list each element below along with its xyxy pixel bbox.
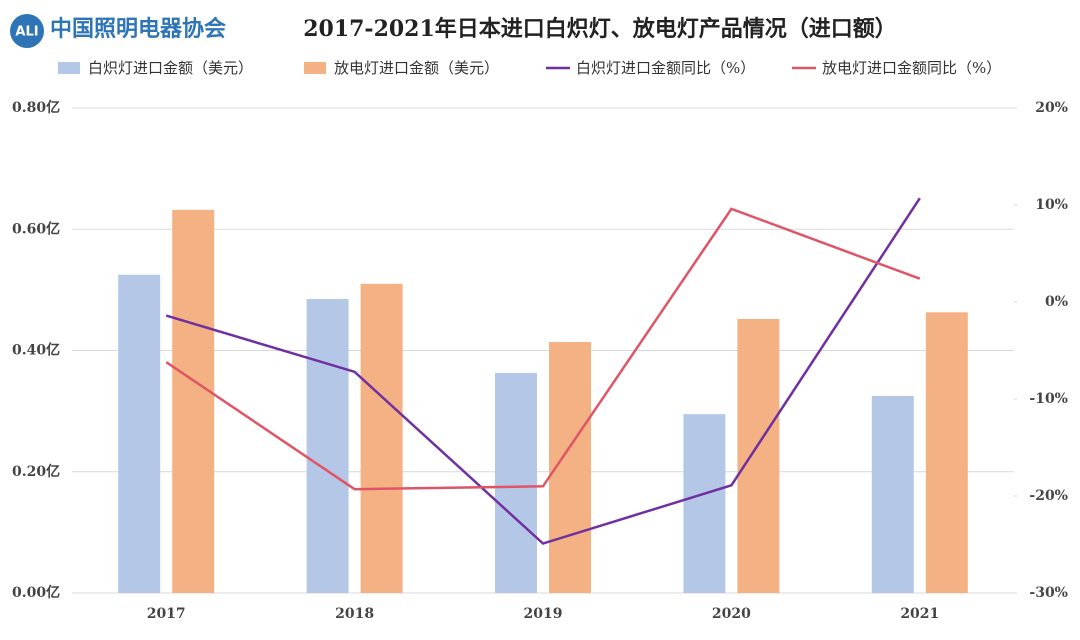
y-tick-label: 0.60亿: [12, 220, 60, 237]
bar: [737, 318, 780, 593]
legend-label: 白炽灯进口金额（美元）: [88, 59, 253, 77]
legend-swatch: [58, 62, 80, 74]
bar: [495, 372, 537, 593]
legend-swatch: [304, 62, 326, 74]
y-tick-label: 0.40亿: [12, 342, 60, 359]
x-tick-label: 2021: [900, 606, 939, 622]
bar: [306, 298, 349, 593]
legend-label: 白炽灯进口金额同比（%）: [576, 59, 755, 77]
bar: [360, 283, 403, 593]
legend-label: 放电灯进口金额同比（%）: [822, 59, 1001, 77]
bar: [925, 312, 968, 593]
logo-mark: ALI: [15, 25, 38, 40]
chart-title: 2017-2021年日本进口白炽灯、放电灯产品情况（进口额）: [303, 16, 897, 42]
x-tick-label: 2018: [335, 606, 374, 622]
y2-tick-label: -10%: [1029, 391, 1068, 407]
y-tick-label: 0.80亿: [12, 99, 60, 116]
logo-text: 中国照明电器协会: [50, 16, 226, 42]
y2-tick-label: 20%: [1035, 100, 1068, 116]
y2-tick-label: 0%: [1045, 294, 1068, 310]
line: [165, 207, 921, 491]
y2-tick-label: 10%: [1035, 197, 1068, 213]
y2-tick-label: -20%: [1029, 488, 1068, 504]
x-tick-label: 2020: [712, 606, 751, 622]
bar: [683, 414, 726, 593]
logo-icon: [10, 14, 44, 48]
y2-tick-label: -30%: [1029, 585, 1068, 601]
y-tick-label: 0.00亿: [12, 584, 60, 601]
bar: [871, 395, 914, 593]
line: [165, 197, 921, 545]
y-tick-label: 0.20亿: [12, 463, 60, 480]
x-tick-label: 2017: [147, 606, 186, 622]
legend-label: 放电灯进口金额（美元）: [334, 59, 499, 77]
bar: [118, 274, 161, 593]
x-tick-label: 2019: [524, 606, 563, 622]
bar: [172, 209, 215, 593]
